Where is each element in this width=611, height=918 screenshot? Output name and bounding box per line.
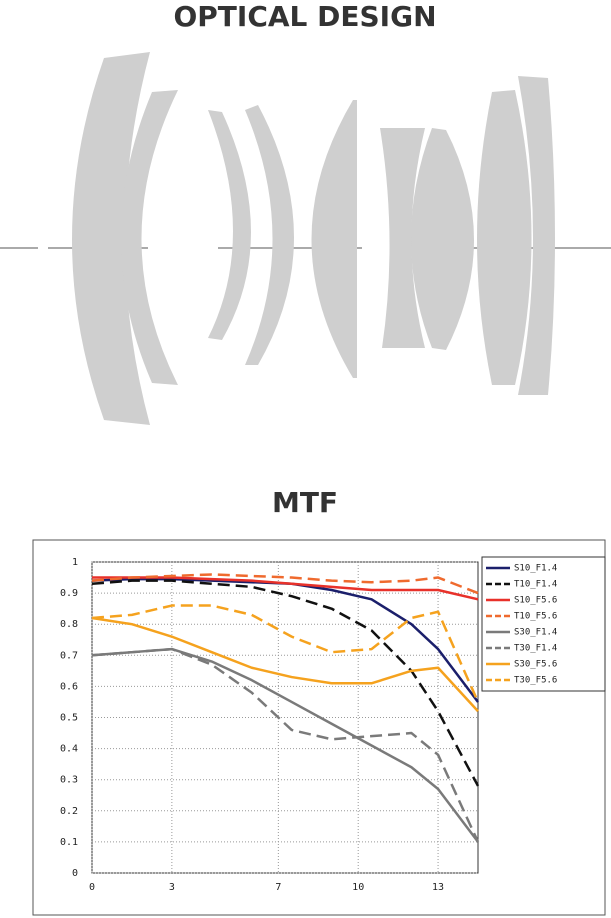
legend-label: S30_F5.6 [514, 660, 557, 670]
mtf-chart: 00.10.20.30.40.50.60.70.80.910 3 7 10 13S10_… [60, 556, 606, 893]
y-tick-label: 0.7 [60, 650, 78, 661]
legend-label: T30_F1.4 [514, 644, 557, 654]
series-line [91, 573, 479, 595]
legend-label: T10_F5.6 [514, 612, 557, 622]
x-tick-label: 0 [89, 882, 95, 893]
legend-label: S10_F1.4 [514, 564, 557, 574]
y-tick-label: 0 [72, 868, 78, 879]
y-tick-label: 1 [72, 557, 78, 568]
x-tick-label: 3 [169, 882, 175, 893]
legend-label: T10_F1.4 [514, 580, 557, 590]
y-tick-label: 0.5 [60, 713, 78, 724]
x-tick-label: 7 [275, 882, 281, 893]
y-tick-label: 0.6 [60, 681, 78, 692]
series-line [91, 647, 480, 843]
section-title: OPTICAL DESIGN [173, 0, 436, 33]
series-line [91, 616, 479, 713]
y-tick-label: 0.2 [60, 806, 78, 817]
series-line [92, 576, 479, 601]
y-tick-label: 0.1 [60, 837, 78, 848]
y-tick-label: 0.9 [60, 588, 78, 599]
optical-diagram [0, 52, 611, 425]
series-line [91, 579, 480, 787]
y-tick-label: 0.8 [60, 619, 78, 630]
series-line [91, 604, 480, 703]
y-tick-label: 0.3 [60, 775, 78, 786]
legend-label: T30_F5.6 [514, 676, 557, 686]
section-title: MTF [272, 486, 338, 519]
series-line [91, 647, 479, 843]
y-tick-label: 0.4 [60, 744, 78, 755]
legend-label: S30_F1.4 [514, 628, 557, 638]
x-tick-label: 13 [432, 882, 444, 893]
legend-box [481, 556, 606, 692]
x-tick-label: 10 [352, 882, 364, 893]
legend-label: S10_F5.6 [514, 596, 557, 606]
